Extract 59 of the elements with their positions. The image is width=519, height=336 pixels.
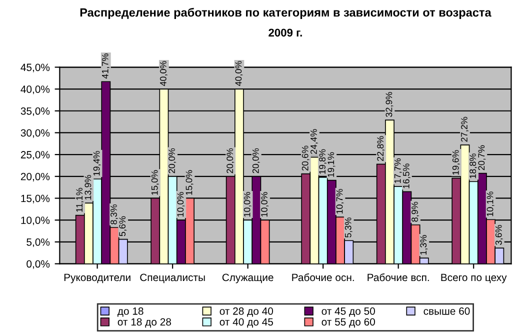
x-tick-label: Рабочие осн. [292,273,354,282]
chart-title: Распределение работников по категориям в зависимости от возраста [80,8,492,19]
legend-label: свыше 60 [424,307,470,315]
y-tick-label: 15,0% [21,194,50,204]
y-tick-label: 25,0% [20,151,50,160]
data-label: 40,0% [235,60,243,86]
data-label: 32,9% [386,92,394,117]
x-tick-label: Руководители [64,274,130,284]
data-label: 17,7% [394,158,402,183]
data-label: 13,9% [84,174,92,200]
y-tick-label: 30,0% [20,129,50,138]
data-label: 20,0% [226,148,234,174]
x-tick-label: Специалисты [140,274,205,284]
data-label: 10,0% [261,192,269,217]
data-label: 1,3% [420,235,428,255]
data-label: 20,0% [168,148,176,174]
legend-label: от 28 до 40 [220,307,274,317]
data-label: 20,6% [302,146,310,171]
data-label: 10,1% [486,192,494,216]
x-tick-label: Служащие [222,274,274,284]
y-tick-label: 35,0% [20,107,50,116]
data-label: 16,5% [402,164,410,188]
data-label: 10,0% [244,192,252,217]
data-label: 41,7% [102,54,110,79]
data-label: 10,0% [177,192,185,217]
data-label: 18,8% [470,154,478,178]
data-label: 19,8% [319,149,327,174]
chart-subtitle: 2009 г. [268,28,302,37]
y-tick-label: 40,0% [20,86,50,94]
y-tick-label: 20,0% [20,172,50,182]
data-label: 20,7% [478,145,486,170]
data-label: 40,0% [160,60,168,86]
data-label: 22,8% [377,136,385,161]
data-label: 15,0% [151,170,159,195]
data-label: 15,0% [186,170,194,195]
y-tick-label: 5,0% [26,238,50,248]
legend-label: от 45 до 50 [322,307,375,317]
data-label: 10,7% [336,188,344,214]
legend-label: от 18 до 28 [118,318,172,328]
data-label: 8,3% [110,204,118,224]
data-label: 8,9% [412,202,420,222]
legend-label: от 55 до 60 [322,318,375,328]
data-label: 11,1% [76,188,84,212]
data-label: 3,6% [495,225,503,245]
data-label: 20,0% [252,148,260,174]
legend-label: от 40 до 45 [220,318,273,328]
y-tick-label: 0,0% [26,260,50,269]
data-label: 19,4% [93,150,101,176]
data-label: 27,2% [461,116,468,142]
data-label: 19,6% [452,150,460,175]
y-tick-label: 45,0% [20,64,50,72]
data-label: 19,1% [328,152,336,177]
data-label: 5,6% [119,216,127,236]
x-tick-label: Всего по цеху [441,274,507,284]
data-label: 5,3% [344,218,352,238]
legend-label: до 18 [118,307,144,317]
data-label: 24,4% [310,129,318,154]
y-tick-label: 10,0% [21,216,50,226]
x-tick-label: Рабочие всп. [368,273,429,282]
